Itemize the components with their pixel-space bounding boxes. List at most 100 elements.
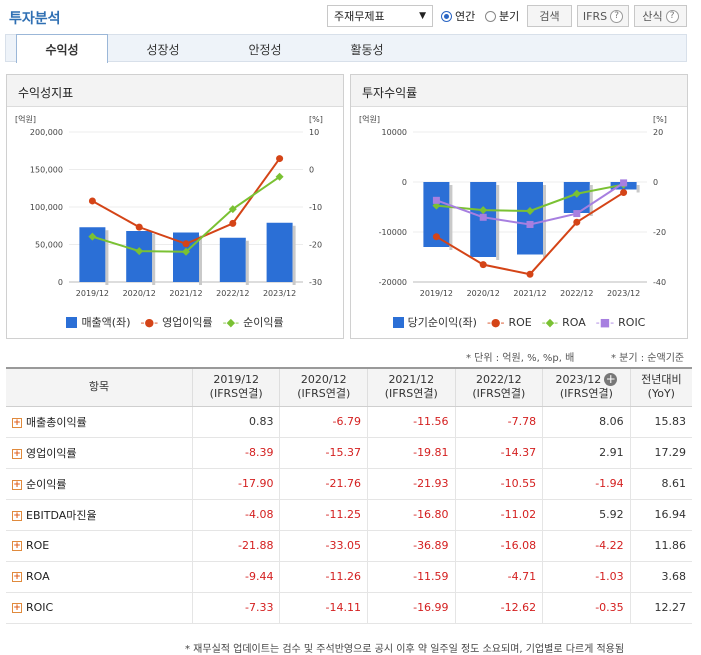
table-row: + 매출총이익률 0.83 -6.79 -11.56 -7.78 8.06 15.83 <box>6 406 692 438</box>
table-cell: -1.94 <box>542 468 631 500</box>
row-label[interactable]: + EBITDA마진율 <box>6 499 193 531</box>
legend-item-roic[interactable]: -■- ROIC <box>596 314 646 330</box>
yoy-cell: 16.94 <box>630 499 692 531</box>
point <box>88 197 96 205</box>
expand-column-icon[interactable]: + <box>604 372 618 387</box>
chart-legend: 매출액(좌) -●- 영업이익률 -◆- 순이익률 <box>7 314 343 330</box>
left-tick-label: 150,000 <box>30 166 63 175</box>
formula-help-button[interactable]: 산식? <box>634 5 687 27</box>
table-cell: -14.37 <box>455 437 544 469</box>
row-label[interactable]: + ROE <box>6 530 193 562</box>
table-cell: -17.90 <box>192 468 281 500</box>
table-cell: -16.99 <box>367 592 456 624</box>
profitability-table: 항목 2019/12 (IFRS연결) 2020/12 (IFRS연결) 2021/… <box>6 367 692 624</box>
expand-row-icon[interactable]: + <box>12 541 22 551</box>
return-chart: [억원] [%] 10000 0 -10000 -20000 20 0 -20 -40 2019/1… <box>359 114 667 298</box>
left-tick-label: 0 <box>58 278 63 287</box>
legend-label: 당기순이익(좌) <box>407 316 477 329</box>
radio-annual[interactable]: 연간 <box>441 8 475 24</box>
table-row: + ROIC -7.33 -14.11 -16.99 -12.62 -0.35 12.27 <box>6 592 692 624</box>
line-marker-icon: -◆- <box>541 315 559 329</box>
radio-checked-icon <box>441 10 452 22</box>
tab-activity[interactable]: 활동성 <box>350 42 384 57</box>
table-cell: -4.22 <box>542 530 631 562</box>
right-tick-label: -20 <box>653 228 666 237</box>
left-tick-label: 200,000 <box>30 128 63 137</box>
right-tick-label: -20 <box>309 241 322 250</box>
table-cell: -11.25 <box>279 499 369 531</box>
table-cell: -16.80 <box>367 499 456 531</box>
tab-stability[interactable]: 안정성 <box>248 42 282 57</box>
legend-item-net-margin[interactable]: -◆- 순이익률 <box>223 314 284 330</box>
point <box>526 270 534 278</box>
statement-select[interactable]: 주재무제표 ▼ <box>327 5 433 27</box>
legend-label: 영업이익률 <box>162 316 213 329</box>
legend-item-roa[interactable]: -◆- ROA <box>542 314 586 330</box>
col-header-yoy: 전년대비 (YoY) <box>630 368 692 407</box>
left-axis-unit: [억원] <box>15 114 36 124</box>
right-axis-unit: [%] <box>309 115 323 124</box>
table-cell: -19.81 <box>367 437 456 469</box>
point <box>572 189 581 198</box>
row-label[interactable]: + 매출총이익률 <box>6 406 193 438</box>
expand-row-icon[interactable]: + <box>12 479 22 490</box>
table-cell: -4.71 <box>455 561 544 593</box>
right-tick-label: 0 <box>309 166 314 175</box>
expand-row-icon[interactable]: + <box>12 417 22 428</box>
right-tick-label: 10 <box>309 128 319 137</box>
point <box>479 261 487 269</box>
bar-swatch-icon <box>66 316 78 328</box>
col-header-period: 2019/12 (IFRS연결) <box>192 368 281 407</box>
table-cell: -21.88 <box>192 530 281 562</box>
table-cell: -9.44 <box>192 561 281 593</box>
bar-shadow <box>636 185 640 193</box>
line-marker-icon: -◆- <box>222 315 240 329</box>
table-cell: -33.05 <box>279 530 369 562</box>
expand-row-icon[interactable]: + <box>12 510 22 521</box>
row-label[interactable]: + 영업이익률 <box>6 437 193 469</box>
table-row: + EBITDA마진율 -4.08 -11.25 -16.80 -11.02 5.92 16.… <box>6 499 692 531</box>
point <box>88 232 97 241</box>
col-header-period: 2021/12 (IFRS연결) <box>367 368 456 407</box>
row-label[interactable]: + ROIC <box>6 592 193 624</box>
search-button[interactable]: 검색 <box>527 5 572 27</box>
legend-label: 순이익률 <box>243 316 284 329</box>
table-cell: -36.89 <box>367 530 456 562</box>
legend-item-roe[interactable]: -●- ROE <box>487 314 532 330</box>
yoy-cell: 17.29 <box>630 437 692 469</box>
bar-shadow <box>152 234 156 285</box>
point <box>573 218 581 226</box>
bar-shadow <box>245 240 249 285</box>
section-title: 투자분석 <box>9 11 61 27</box>
table-cell: 2.91 <box>542 437 631 469</box>
expand-row-icon[interactable]: + <box>12 572 22 582</box>
row-label[interactable]: + 순이익률 <box>6 468 193 500</box>
table-cell: 8.06 <box>542 406 631 438</box>
expand-row-icon[interactable]: + <box>12 603 22 613</box>
yoy-cell: 8.61 <box>630 468 692 500</box>
tab-profitability[interactable]: 수익성 <box>16 34 108 63</box>
line-marker-icon: -■- <box>595 315 615 329</box>
ifrs-help-button[interactable]: IFRS? <box>577 5 629 27</box>
x-tick-label: 2020/12 <box>123 289 156 298</box>
table-row: + 영업이익률 -8.39 -15.37 -19.81 -14.37 2.91 17.29 <box>6 437 692 469</box>
bar-shadow <box>292 225 296 285</box>
bar <box>219 237 246 282</box>
table-cell: 0.83 <box>192 406 281 438</box>
series-line <box>91 158 281 245</box>
tab-growth[interactable]: 성장성 <box>146 42 180 57</box>
point <box>620 189 628 197</box>
table-cell: -11.56 <box>367 406 456 438</box>
chevron-down-icon: ▼ <box>419 11 426 21</box>
bar <box>517 182 543 255</box>
legend-item-sales[interactable]: 매출액(좌) <box>66 314 131 330</box>
bar-shadow <box>105 230 109 285</box>
legend-item-op-margin[interactable]: -●- 영업이익률 <box>141 314 213 330</box>
radio-quarter[interactable]: 분기 <box>485 8 519 24</box>
row-label[interactable]: + ROA <box>6 561 193 593</box>
right-tick-label: 0 <box>653 178 658 187</box>
table-cell: -16.08 <box>455 530 544 562</box>
expand-row-icon[interactable]: + <box>12 448 22 459</box>
left-axis-unit: [억원] <box>359 114 380 124</box>
legend-item-net-income[interactable]: 당기순이익(좌) <box>392 314 477 330</box>
